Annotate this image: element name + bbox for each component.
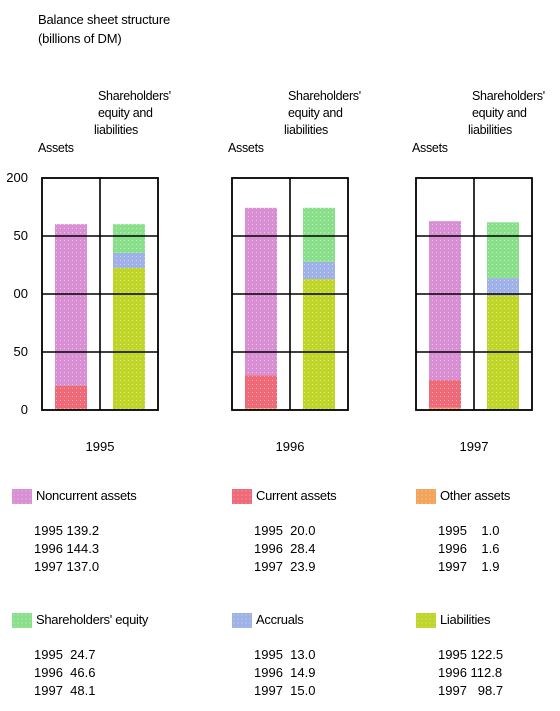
legend-swatch-current-assets: [232, 489, 252, 504]
legend-value-shareholders-equity-1997: 1997 48.1: [34, 683, 96, 698]
bar-shareholders-equity-1997: [487, 222, 519, 279]
bar-other-assets-1997: [429, 407, 461, 410]
bar-accruals-1996: [303, 261, 335, 280]
liabilities-header-line: Shareholders': [98, 89, 171, 103]
legend-label-current-assets: Current assets: [256, 488, 337, 503]
legend-value-liabilities-1996: 1996 112.8: [438, 665, 503, 680]
bar-current-assets-1996: [245, 375, 277, 409]
year-label-1996: 1996: [275, 439, 305, 454]
legend-label-other-assets: Other assets: [440, 488, 511, 503]
assets-column-header: Assets: [38, 141, 74, 155]
title-text: Balance sheet structure: [38, 12, 170, 27]
liabilities-header-line: equity and: [288, 106, 343, 120]
legend-value-noncurrent-assets-1996: 1996 144.3: [34, 541, 100, 556]
bar-noncurrent-assets-1996: [245, 207, 277, 376]
legend-value-accruals-1996: 1996 14.9: [254, 665, 316, 680]
liabilities-header-line: liabilities: [94, 123, 138, 137]
legend-value-shareholders-equity-1995: 1995 24.7: [34, 647, 96, 662]
balance-sheet-chart: [41, 177, 533, 411]
bar-shareholders-equity-1995: [113, 224, 145, 253]
legend-value-current-assets-1996: 1996 28.4: [254, 541, 316, 556]
legend-swatch-other-assets: [416, 489, 436, 504]
bar-current-assets-1995: [55, 385, 87, 409]
legend-value-other-assets-1996: 1996 1.6: [438, 541, 500, 556]
bar-liabilities-1995: [113, 267, 145, 410]
liabilities-header-line: equity and: [472, 106, 527, 120]
assets-column-header: Assets: [412, 141, 448, 155]
legend-value-current-assets-1995: 1995 20.0: [254, 523, 316, 538]
year-label-1997: 1997: [459, 439, 489, 454]
legend-label-liabilities: Liabilities: [440, 612, 491, 627]
liabilities-header-line: Shareholders': [472, 89, 545, 103]
chart-title: Balance sheet structure (billions of DM): [38, 10, 170, 48]
y-tick-label: 0: [20, 402, 28, 417]
assets-column-header: Assets: [228, 141, 264, 155]
legend-value-liabilities-1997: 1997 98.7: [438, 683, 504, 698]
legend-label-accruals: Accruals: [256, 612, 304, 627]
bar-noncurrent-assets-1995: [55, 224, 87, 386]
subtitle-text: (billions of DM): [38, 31, 122, 46]
bar-current-assets-1997: [429, 380, 461, 408]
liabilities-column-header: Shareholders' equity and liabilities: [468, 88, 545, 139]
legend-swatch-noncurrent-assets: [12, 489, 32, 504]
year-label-1995: 1995: [85, 439, 115, 454]
bar-shareholders-equity-1996: [303, 207, 335, 262]
legend-value-current-assets-1997: 1997 23.9: [254, 559, 316, 574]
legend-label-shareholders-equity: Shareholders' equity: [36, 612, 149, 627]
legend-value-noncurrent-assets-1995: 1995 139.2: [34, 523, 100, 538]
bar-other-assets-1996: [245, 408, 277, 410]
legend-value-other-assets-1997: 1997 1.9: [438, 559, 500, 574]
legend-value-shareholders-equity-1996: 1996 46.6: [34, 665, 96, 680]
y-tick-label: 200: [6, 170, 28, 185]
bar-liabilities-1996: [303, 279, 335, 410]
liabilities-header-line: Shareholders': [288, 89, 361, 103]
liabilities-header-line: liabilities: [284, 123, 328, 137]
liabilities-header-line: liabilities: [468, 123, 512, 137]
legend-value-liabilities-1995: 1995 122.5: [438, 647, 504, 662]
y-tick-label: 50: [13, 344, 28, 359]
liabilities-column-header: Shareholders' equity and liabilities: [284, 88, 361, 139]
y-tick-label: 50: [13, 228, 28, 243]
bar-accruals-1995: [113, 252, 145, 268]
legend-value-other-assets-1995: 1995 1.0: [438, 523, 500, 538]
legend-value-accruals-1997: 1997 15.0: [254, 683, 316, 698]
liabilities-column-header: Shareholders' equity and liabilities: [94, 88, 171, 139]
legend-value-noncurrent-assets-1997: 1997 137.0: [34, 559, 100, 574]
legend-swatch-shareholders-equity: [12, 613, 32, 628]
legend-swatch-accruals: [232, 613, 252, 628]
legend-swatch-liabilities: [416, 613, 436, 628]
bar-noncurrent-assets-1997: [429, 221, 461, 381]
y-tick-label: 00: [13, 286, 28, 301]
liabilities-header-line: equity and: [98, 106, 153, 120]
legend-value-accruals-1995: 1995 13.0: [254, 647, 316, 662]
bar-accruals-1997: [487, 278, 519, 296]
legend-label-noncurrent-assets: Noncurrent assets: [36, 488, 137, 503]
